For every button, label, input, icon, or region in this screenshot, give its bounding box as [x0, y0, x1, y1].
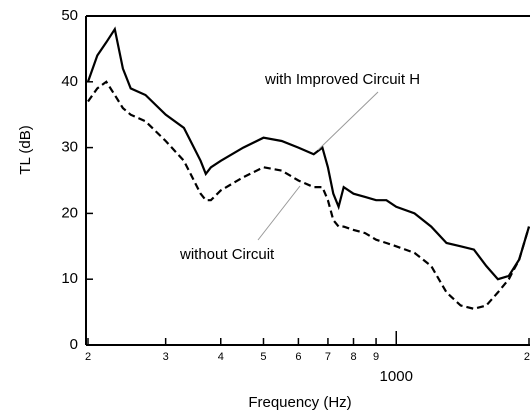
y-tick-label: 30	[61, 139, 78, 156]
x-tick-label: 6	[295, 351, 301, 363]
y-tick-label: 50	[61, 7, 78, 24]
series-line	[86, 26, 530, 281]
y-tick-label: 20	[61, 204, 78, 221]
x-tick-label: 2	[524, 351, 530, 363]
x-tick-label: 4	[218, 351, 224, 363]
y-tick-label: 0	[70, 336, 78, 353]
x-tick-label: 8	[350, 351, 356, 363]
leader-line	[257, 185, 301, 241]
y-tick-label: 40	[61, 73, 78, 90]
x-axis-label: Frequency (Hz)	[248, 394, 351, 411]
leader-line	[317, 91, 379, 151]
x-tick-label: 7	[325, 351, 331, 363]
series-line	[87, 80, 530, 310]
x-tick-label: 3	[163, 351, 169, 363]
y-axis-label: TL (dB)	[17, 125, 34, 174]
x-tick-label: 1000	[380, 368, 413, 385]
series-annotation: with Improved Circuit H	[264, 71, 420, 88]
y-tick-label: 10	[61, 270, 78, 287]
x-tick-label: 5	[260, 351, 266, 363]
x-tick-label: 2	[85, 351, 91, 363]
series-annotation: without Circuit	[179, 246, 275, 263]
x-tick-label: 9	[373, 351, 379, 363]
